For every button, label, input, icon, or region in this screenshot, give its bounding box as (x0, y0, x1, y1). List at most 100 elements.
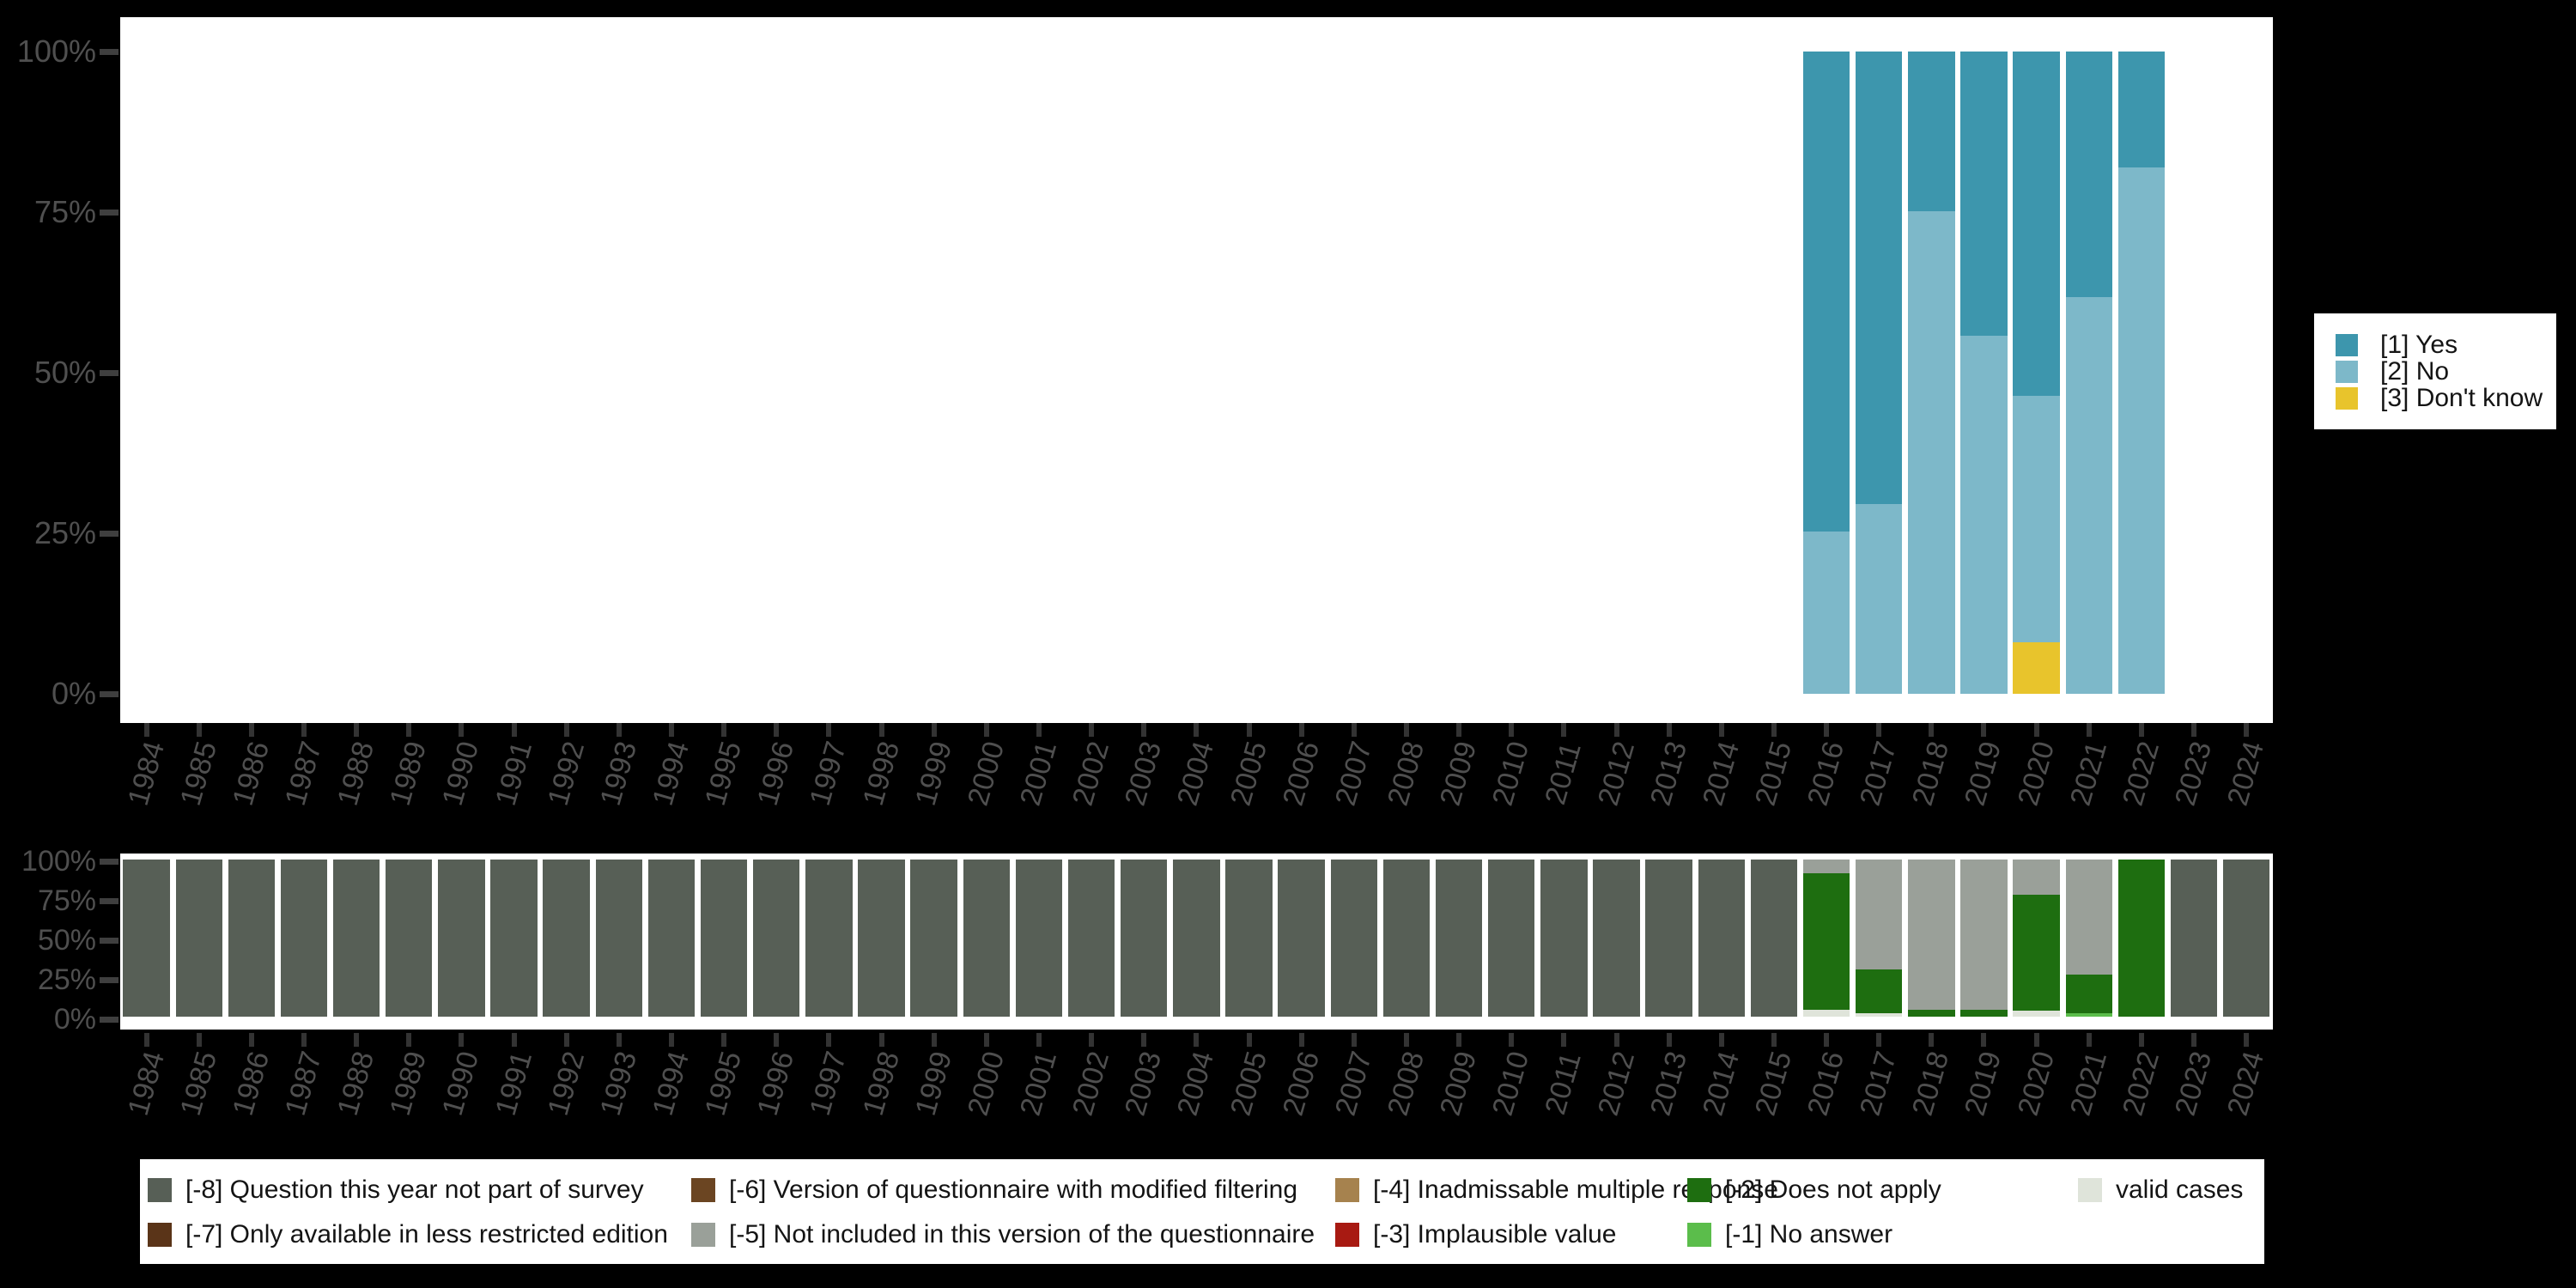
bar-segment-m8 (332, 860, 380, 1017)
x-tick (721, 1033, 727, 1047)
x-tick (1089, 1033, 1095, 1047)
stacked-bar-2022 (2117, 860, 2166, 1017)
bar-segment-m8 (438, 860, 485, 1017)
x-axis-label: 1993 (593, 1048, 644, 1120)
stacked-bar-2019 (1960, 860, 2008, 1017)
x-axis-label: 1998 (856, 1048, 906, 1120)
x-slot-1984: 1984 (120, 1033, 173, 1136)
x-slot-2005: 2005 (1223, 1033, 1275, 1136)
x-axis-label: 2009 (1433, 738, 1484, 810)
bar-slot-2024 (2221, 860, 2273, 1017)
bar-segment-m8 (1382, 860, 1431, 1017)
bar-segment-m8 (858, 860, 905, 1017)
bar-segment-m8 (1435, 860, 1483, 1017)
x-axis-label: 2000 (961, 1048, 1012, 1120)
bar-segment-yes (2013, 52, 2060, 396)
stacked-bar-2000 (963, 860, 1011, 1017)
x-axis-label: 2024 (2221, 1048, 2271, 1120)
x-tick (511, 1033, 517, 1047)
x-slot-1987: 1987 (277, 723, 330, 826)
x-tick (143, 1033, 149, 1047)
bar-slot-1991 (488, 52, 540, 694)
y-axis-label: 100% (16, 33, 96, 69)
legend-label: [-6] Version of questionnaire with modif… (729, 1176, 1298, 1204)
x-tick (668, 723, 674, 737)
bar-slot-2003 (1118, 52, 1170, 694)
x-axis-label: 2002 (1066, 738, 1116, 810)
x-slot-1991: 1991 (488, 723, 540, 826)
x-tick (1298, 723, 1304, 737)
bar-slot-2005 (1223, 52, 1275, 694)
bar-slot-1993 (592, 52, 645, 694)
legend-swatch-m4 (1335, 1178, 1359, 1202)
x-slot-1988: 1988 (331, 723, 383, 826)
x-tick (1246, 723, 1252, 737)
bar-slot-1988 (331, 860, 383, 1017)
stacked-bar-2009 (1435, 860, 1483, 1017)
legend-label: [1] Yes (2380, 331, 2458, 359)
bar-slot-2007 (1327, 52, 1380, 694)
x-axis-label: 2022 (2116, 738, 2166, 810)
bar-slot-1994 (645, 860, 697, 1017)
bar-slot-2009 (1433, 52, 1485, 694)
x-slot-2017: 2017 (1853, 1033, 1905, 1136)
x-axis-label: 2016 (1801, 1048, 1851, 1120)
legend-item-yes: [1] Yes (2336, 331, 2458, 359)
x-slot-1984: 1984 (120, 723, 173, 826)
stacked-bar-1987 (280, 860, 328, 1017)
x-slot-2001: 2001 (1012, 1033, 1065, 1136)
x-tick (983, 1033, 989, 1047)
bar-slot-2017 (1853, 52, 1905, 694)
legend-swatch-m2 (1687, 1178, 1711, 1202)
x-tick (563, 723, 569, 737)
x-slot-2015: 2015 (1747, 1033, 1800, 1136)
stacked-bar-2005 (1225, 52, 1272, 694)
x-tick (616, 723, 622, 737)
y-axis-tick (100, 859, 118, 865)
x-tick (301, 723, 307, 737)
bar-segment-m2 (2117, 860, 2166, 1017)
x-slot-2014: 2014 (1695, 1033, 1747, 1136)
legend-swatch-m5 (691, 1223, 715, 1247)
missing-values-chart-bars (120, 860, 2273, 1017)
bar-slot-1998 (855, 52, 908, 694)
x-tick (1876, 723, 1882, 737)
x-axis-label: 1996 (751, 738, 801, 810)
x-axis-label: 1986 (226, 1048, 276, 1120)
x-tick (616, 1033, 622, 1047)
x-tick (1771, 723, 1777, 737)
x-tick (1403, 1033, 1409, 1047)
x-slot-1990: 1990 (435, 723, 488, 826)
x-tick (983, 723, 989, 737)
bar-segment-m1 (2065, 1013, 2112, 1017)
x-axis-label: 2019 (1959, 738, 2008, 810)
x-axis-label: 2001 (1013, 1048, 1064, 1120)
x-axis-label: 2016 (1801, 738, 1851, 810)
x-axis-label: 2017 (1854, 1048, 1904, 1120)
x-tick (2138, 1033, 2144, 1047)
x-tick (2033, 723, 2039, 737)
stacked-bar-1994 (648, 52, 695, 694)
frequency-chart-x-axis: 1984 1985 1986 1987 1988 1989 1990 1991 1992 1993… (120, 723, 2273, 826)
stacked-bar-1997 (805, 860, 853, 1017)
x-tick (143, 723, 149, 737)
x-slot-1996: 1996 (750, 723, 803, 826)
y-axis-tick (100, 691, 118, 697)
x-axis-label: 2013 (1643, 1048, 1693, 1120)
bar-segment-m2 (1802, 872, 1850, 1011)
x-tick (1509, 723, 1515, 737)
x-slot-2004: 2004 (1170, 723, 1223, 826)
x-slot-1989: 1989 (383, 1033, 435, 1136)
stacked-bar-2018 (1908, 52, 1955, 694)
stacked-bar-1990 (438, 52, 484, 694)
x-axis-label: 2011 (1539, 738, 1589, 809)
x-slot-1998: 1998 (855, 723, 908, 826)
bar-segment-m8 (1593, 860, 1640, 1017)
legend-label: [-8] Question this year not part of surv… (185, 1176, 644, 1204)
x-axis-label: 1985 (173, 738, 223, 810)
bar-slot-2016 (1801, 860, 1853, 1017)
x-slot-2014: 2014 (1695, 723, 1747, 826)
x-slot-2016: 2016 (1801, 1033, 1853, 1136)
legend-swatch-m1 (1687, 1223, 1711, 1247)
stacked-bar-2007 (1331, 52, 1377, 694)
